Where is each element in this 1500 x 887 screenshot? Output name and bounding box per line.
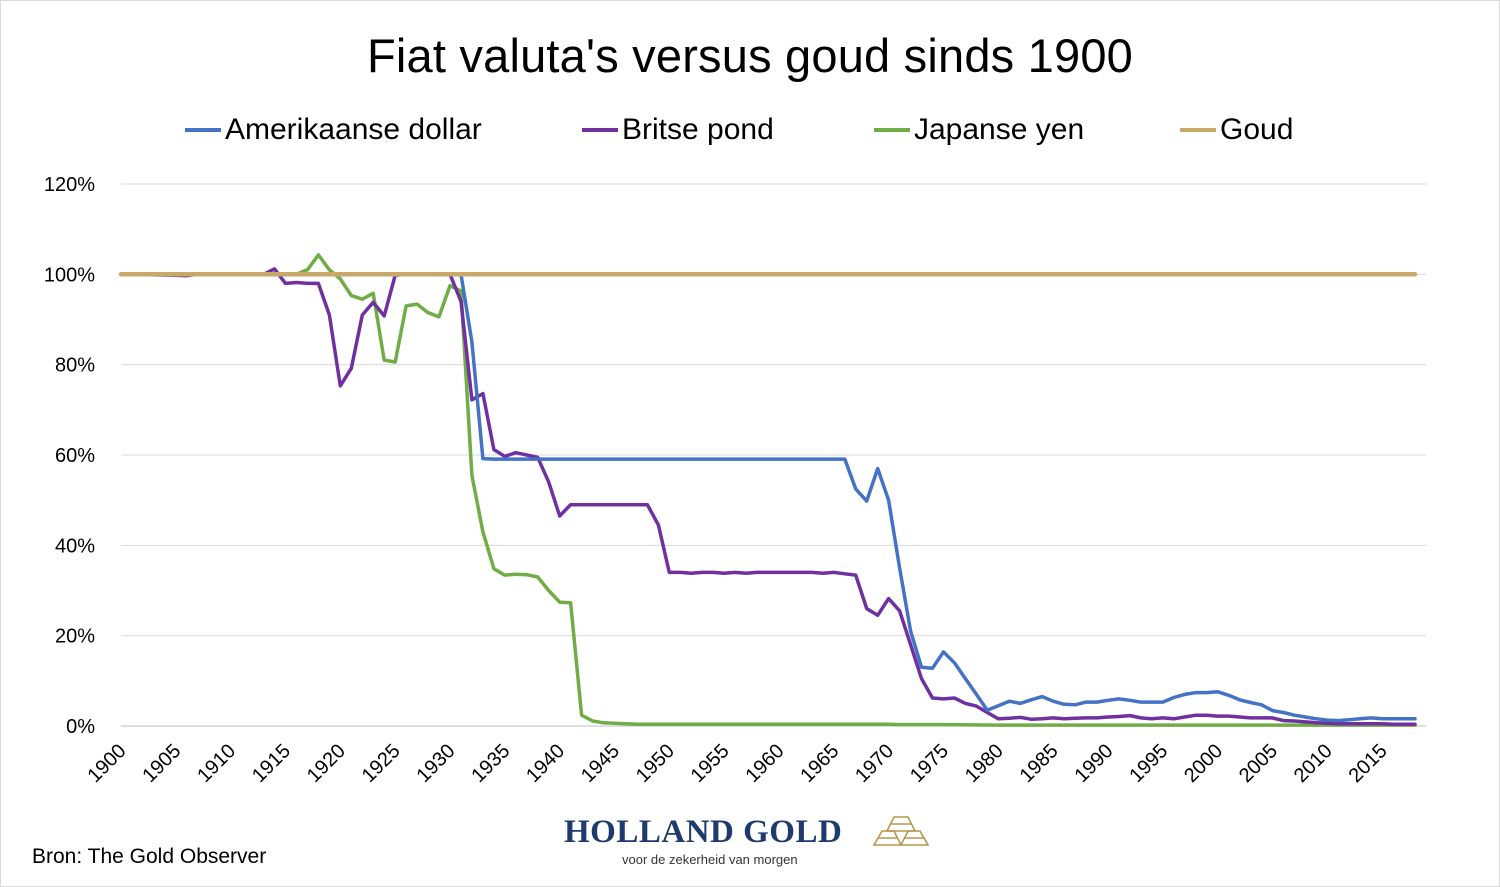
x-tick-label: 1980 [961, 740, 1008, 787]
x-tick-label: 1970 [851, 740, 898, 787]
x-tick-label: 1910 [193, 740, 240, 787]
x-tick-label: 1905 [138, 740, 185, 787]
x-tick-label: 1965 [796, 740, 843, 787]
x-tick-label: 1930 [413, 740, 460, 787]
y-tick-label: 100% [44, 264, 95, 286]
x-tick-label: 1900 [84, 740, 131, 787]
series-line-usd [119, 272, 1417, 723]
y-tick-label: 120% [44, 174, 95, 196]
x-tick-label: 1995 [1125, 740, 1172, 787]
brand-block: HOLLAND GOLD voor de zekerheid van morge… [564, 812, 944, 872]
chart-gridlines [121, 183, 1426, 727]
series-line-gbp [119, 267, 1417, 726]
x-tick-label: 1945 [577, 740, 624, 787]
brand-name: HOLLAND GOLD [564, 814, 843, 850]
legend-swatch-usd [185, 128, 221, 132]
x-tick-label: 2000 [1180, 740, 1227, 787]
x-tick-label: 2005 [1235, 740, 1282, 787]
y-tick-label: 20% [55, 626, 95, 648]
brand-tagline: voor de zekerheid van morgen [622, 852, 798, 867]
x-tick-label: 1960 [741, 740, 788, 787]
series-line-jpy [119, 253, 1417, 727]
gold-bars-logo-icon [872, 816, 930, 846]
legend-swatch-gbp [582, 128, 618, 132]
legend-swatch-gold [1180, 128, 1216, 132]
x-tick-label: 1915 [248, 740, 295, 787]
legend-item-gold: Goud [1180, 108, 1293, 152]
legend-label-gbp: Britse pond [622, 113, 774, 146]
x-tick-label: 1925 [358, 740, 405, 787]
x-tick-label: 1940 [522, 740, 569, 787]
y-axis: 0% 20% 40% 60% 80% 100% 120% [44, 174, 95, 738]
x-tick-label: 1920 [303, 740, 350, 787]
chart-legend: Amerikaanse dollar Britse pond Japanse y… [0, 108, 1500, 152]
x-tick-label: 1990 [1070, 740, 1117, 787]
x-tick-label: 1950 [632, 740, 679, 787]
x-tick-label: 1975 [906, 740, 953, 787]
source-note: Bron: The Gold Observer [32, 845, 267, 868]
legend-label-jpy: Japanse yen [914, 113, 1085, 146]
legend-item-gbp: Britse pond [582, 108, 774, 152]
x-tick-label: 1955 [687, 740, 734, 787]
legend-label-gold: Goud [1220, 113, 1294, 146]
legend-swatch-jpy [874, 128, 910, 132]
x-tick-label: 2010 [1290, 740, 1337, 787]
y-tick-label: 80% [55, 355, 95, 377]
x-tick-label: 1985 [1016, 740, 1063, 787]
chart-title: Fiat valuta's versus goud sinds 1900 [367, 29, 1133, 82]
x-tick-label: 2015 [1345, 740, 1392, 787]
legend-label-usd: Amerikaanse dollar [225, 113, 482, 146]
y-tick-label: 40% [55, 535, 95, 557]
legend-item-jpy: Japanse yen [874, 108, 1084, 152]
y-tick-label: 60% [55, 445, 95, 467]
x-tick-label: 1935 [467, 740, 514, 787]
legend-item-usd: Amerikaanse dollar [185, 108, 482, 152]
y-tick-label: 0% [66, 716, 95, 738]
chart-series [118, 253, 1418, 727]
x-axis: 1900 1905 1910 1915 1920 1925 1930 1935 1940 1945… [84, 740, 1392, 787]
